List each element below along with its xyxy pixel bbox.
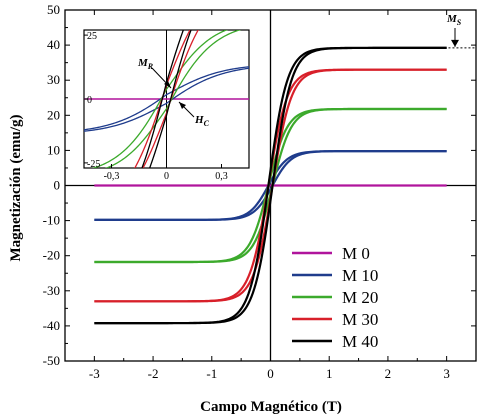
hc-label: HC — [194, 114, 210, 128]
y-tick-label: -10 — [43, 213, 60, 228]
mr-label: MR — [137, 57, 154, 71]
legend: M 0 M 10 M 20 M 30 M 40 — [292, 244, 378, 351]
legend-label-m-0: M 0 — [342, 244, 370, 263]
x-tick-label: -1 — [206, 366, 217, 381]
x-tick-label: -3 — [89, 366, 100, 381]
inset-y-tick-label: 25 — [87, 31, 97, 42]
series-line-m-10-return — [94, 150, 447, 221]
y-tick-label: -30 — [43, 283, 60, 298]
y-tick-label: 40 — [47, 37, 60, 52]
x-tick-label: 3 — [443, 366, 450, 381]
x-tick-label: 1 — [326, 366, 333, 381]
inset-y-tick-label: 0 — [87, 95, 92, 106]
y-tick-label: 30 — [47, 72, 60, 87]
series-line-m-40-return — [94, 46, 447, 325]
y-tick-label: 50 — [47, 2, 60, 17]
x-tick-label: -2 — [148, 366, 159, 381]
inset-line-m-10-upper — [84, 66, 249, 131]
hc-annotation: HC — [178, 101, 210, 128]
y-axis-label: Magnetización (emu/g) — [8, 114, 24, 261]
y-tick-label: 20 — [47, 107, 60, 122]
inset-x-tick-label: -0,3 — [104, 171, 120, 182]
legend-label-m-30: M 30 — [342, 310, 378, 329]
y-tick-label: -20 — [43, 248, 60, 263]
legend-label-m-20: M 20 — [342, 288, 378, 307]
y-tick-label: 10 — [47, 142, 60, 157]
ms-arrowhead-icon — [451, 39, 459, 47]
inset-line-m-10-lower — [84, 67, 249, 132]
inset-line-m-20-upper — [91, 30, 229, 168]
inset-plot: -0,3 0 0,3 -25 0 25 MR HC — [83, 29, 250, 182]
legend-label-m-10: M 10 — [342, 266, 378, 285]
y-tick-label: 0 — [54, 178, 61, 193]
main-series-group — [94, 46, 447, 325]
inset-y-tick-label: -25 — [87, 159, 100, 170]
mr-arrowhead-icon — [164, 81, 171, 88]
inset-ticks-group: -0,3 0 0,3 -25 0 25 — [84, 31, 228, 182]
inset-line-m-40-lower — [148, 30, 192, 168]
inset-x-tick-label: 0,3 — [215, 171, 228, 182]
x-axis-label: Campo Magnético (T) — [200, 399, 342, 415]
inset-x-tick-label: 0 — [164, 171, 169, 182]
hc-arrowhead-icon — [179, 102, 186, 109]
y-tick-label: -50 — [43, 353, 60, 368]
legend-label-m-40: M 40 — [342, 332, 378, 351]
ms-annotation: MS — [364, 13, 476, 49]
y-tick-label: -40 — [43, 318, 60, 333]
mr-annotation: MR — [137, 57, 172, 89]
x-tick-label: 2 — [385, 366, 392, 381]
ms-label: MS — [446, 13, 462, 27]
x-tick-label: 0 — [267, 366, 274, 381]
